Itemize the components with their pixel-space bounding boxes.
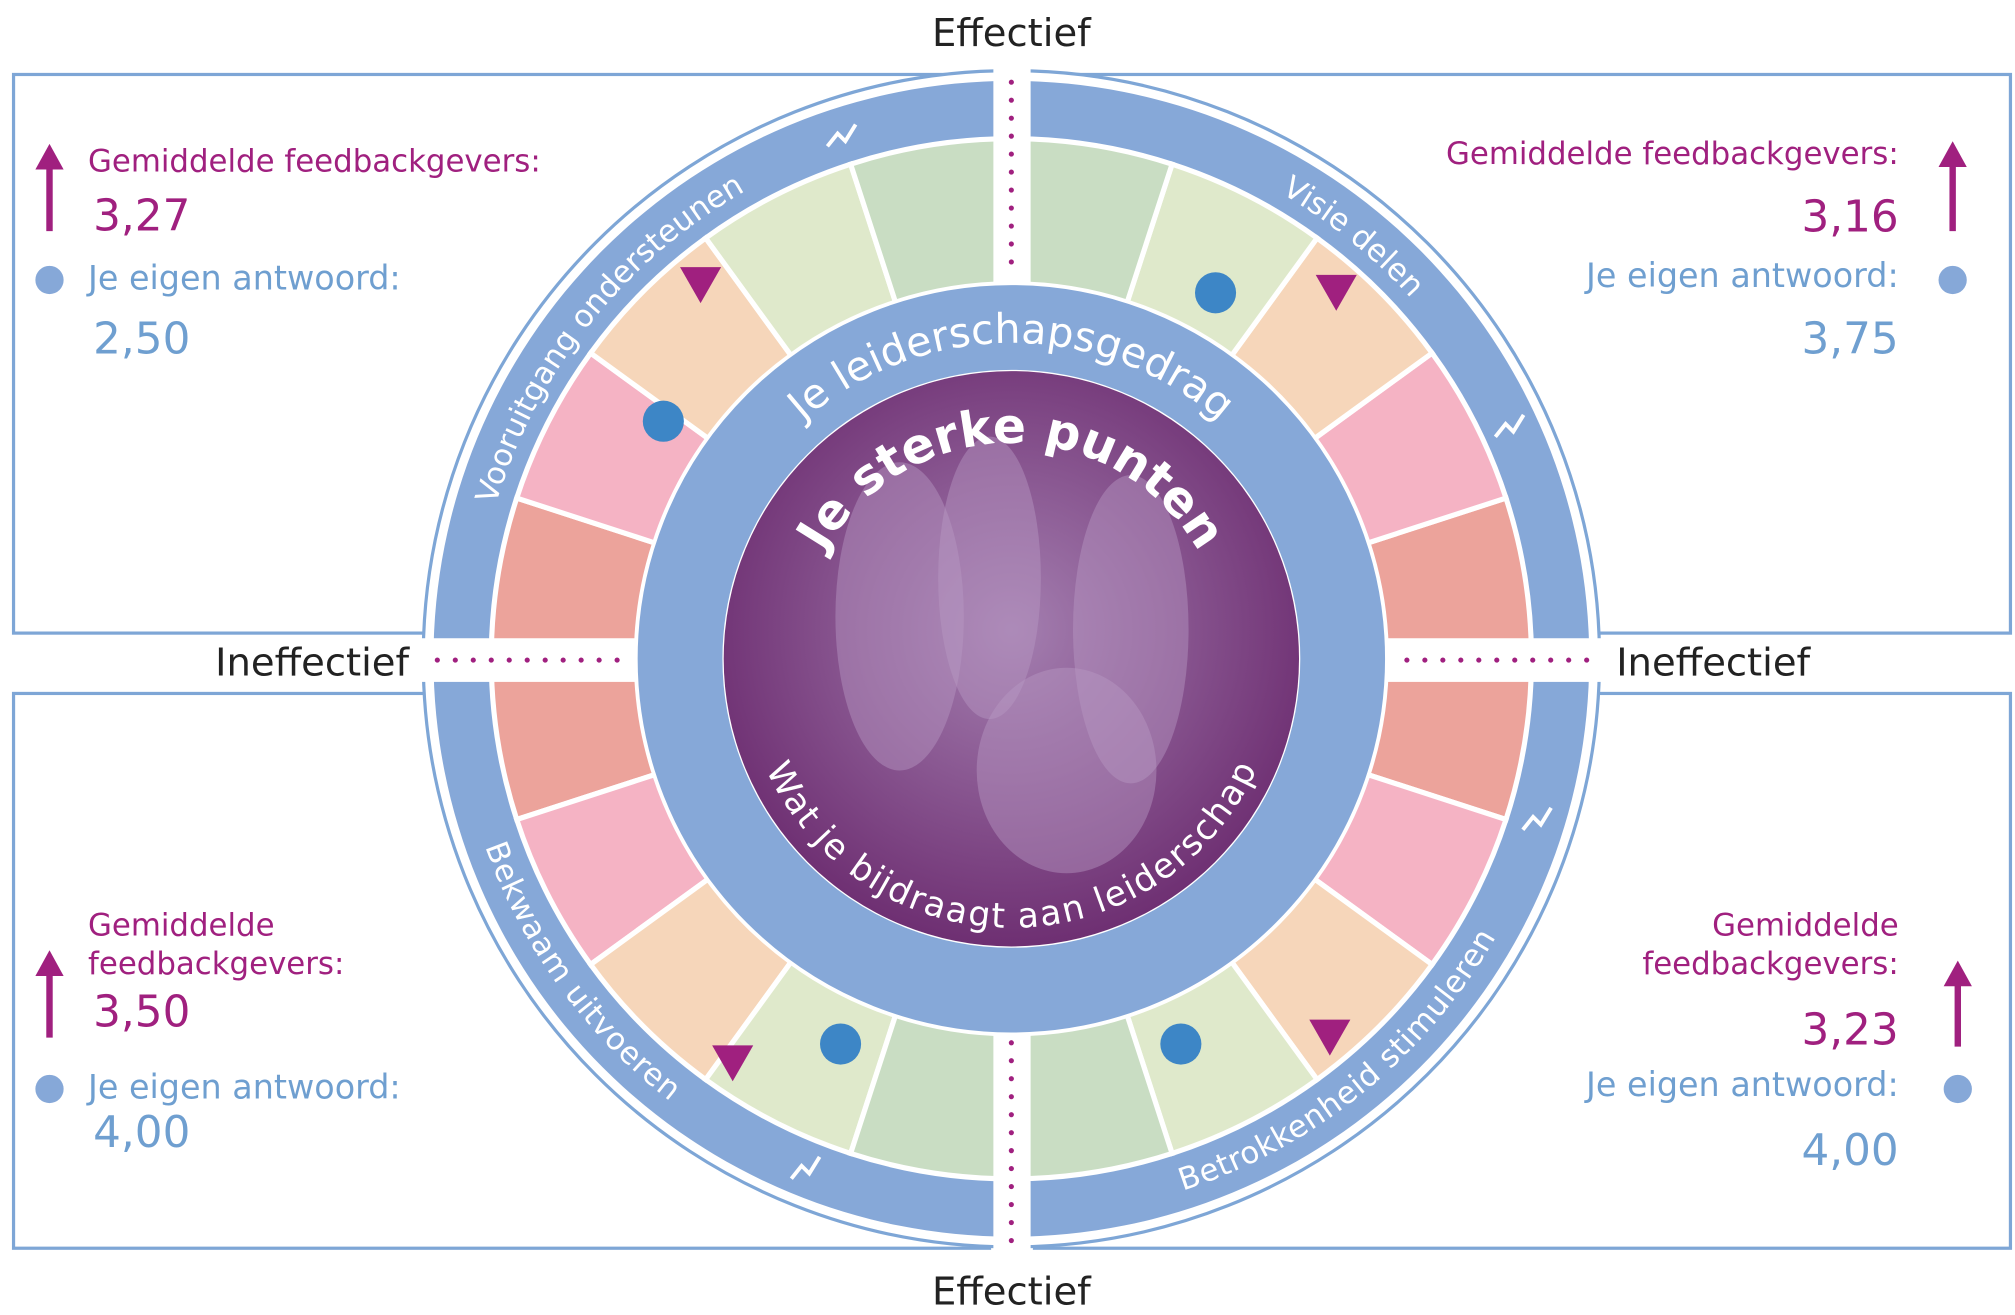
dot [1008, 223, 1014, 229]
dot [434, 657, 440, 663]
dot [1008, 79, 1014, 85]
feedback-label: Gemiddelde [88, 908, 275, 944]
score-marker [1315, 274, 1357, 311]
photo-figure [1072, 475, 1189, 784]
score-marker [680, 267, 722, 304]
score-marker [1309, 1019, 1351, 1056]
axis-label: Ineffectief [1616, 640, 1811, 685]
dot [1008, 1148, 1014, 1154]
arrow-head [1938, 141, 1967, 167]
dot [470, 657, 476, 663]
dot [1008, 1237, 1014, 1244]
own-value: 4,00 [1802, 1125, 1899, 1176]
own-label: Je eigen antwoord: [1584, 256, 1899, 295]
icon [1521, 806, 1553, 831]
legend-dot [35, 265, 64, 295]
quadrant-band [433, 658, 1012, 1237]
dot [1458, 657, 1464, 663]
icon [825, 123, 858, 148]
dot [542, 657, 548, 663]
photo [723, 371, 1300, 947]
dot [1422, 657, 1428, 663]
axis-label: Ineffectief [215, 640, 410, 685]
dot [1008, 1040, 1014, 1046]
dot [1548, 657, 1554, 663]
photo-figure [938, 436, 1041, 720]
dot [1566, 657, 1572, 663]
feedback-label: feedbackgevers: [1642, 946, 1898, 982]
dot [1008, 1166, 1014, 1172]
dot [1008, 1130, 1014, 1136]
legend-dot [1938, 265, 1967, 295]
arrow-head [35, 143, 64, 170]
quadrant-band [1011, 80, 1590, 659]
dot [524, 657, 530, 663]
arrow-head [1943, 960, 1972, 987]
dot [1008, 133, 1014, 139]
own-value: 3,75 [1802, 314, 1899, 365]
dot [1530, 657, 1536, 663]
feedback-value: 3,50 [93, 987, 190, 1038]
feedback-label: Gemiddelde feedbackgevers: [1446, 136, 1899, 172]
feedback-value: 3,27 [93, 190, 190, 241]
dot [1008, 169, 1014, 175]
feedback-label: Gemiddelde [1712, 908, 1899, 944]
dot [1008, 1112, 1014, 1118]
dot [1008, 205, 1014, 211]
own-value: 2,50 [93, 314, 190, 365]
feedback-value: 3,23 [1802, 1004, 1899, 1055]
dot [560, 657, 566, 663]
dot [1008, 1094, 1014, 1100]
dot [614, 657, 620, 663]
dot [1008, 1058, 1014, 1064]
dot [1008, 259, 1014, 265]
own-label: Je eigen antwoord: [86, 258, 401, 297]
axis-label: Effectief [932, 1270, 1092, 1315]
dot [1008, 1219, 1014, 1226]
dot [1440, 657, 1446, 663]
dot [1008, 187, 1014, 193]
feedback-value: 3,16 [1802, 192, 1899, 243]
axis-label: Effectief [932, 11, 1092, 56]
own-marker [642, 400, 684, 442]
dot [1008, 1076, 1014, 1082]
dot [1008, 1184, 1014, 1190]
own-marker [820, 1023, 862, 1065]
dot [1008, 115, 1014, 121]
dot [488, 657, 494, 663]
dot [1008, 151, 1014, 157]
legend-dot [1943, 1074, 1972, 1104]
dot [1404, 657, 1410, 663]
dot [1008, 241, 1014, 247]
dot [1584, 657, 1590, 663]
dot [1494, 657, 1500, 663]
arrow-head [35, 950, 64, 976]
own-marker [1160, 1023, 1202, 1065]
dot [506, 657, 512, 663]
dot [578, 657, 584, 663]
legend-dot [35, 1074, 64, 1104]
own-label: Je eigen antwoord: [1584, 1065, 1899, 1104]
feedback-label: feedbackgevers: [88, 946, 344, 982]
dot [596, 657, 602, 663]
dot [1008, 97, 1014, 103]
own-marker [1194, 272, 1237, 314]
own-label: Je eigen antwoord: [86, 1067, 401, 1106]
dot [452, 657, 458, 663]
quadrant-band [433, 80, 1012, 659]
icon [1493, 413, 1526, 438]
feedback-label: Gemiddelde feedbackgevers: [88, 144, 541, 180]
photo-figure [835, 462, 964, 771]
score-marker [712, 1045, 754, 1082]
dot [1008, 1201, 1014, 1208]
dot [1512, 657, 1518, 663]
inner-ring [637, 285, 1386, 1033]
dot [1476, 657, 1482, 663]
own-value: 4,00 [93, 1107, 190, 1158]
photo-figure [976, 667, 1157, 874]
icon [789, 1155, 822, 1180]
quadrant-band [1011, 658, 1590, 1237]
